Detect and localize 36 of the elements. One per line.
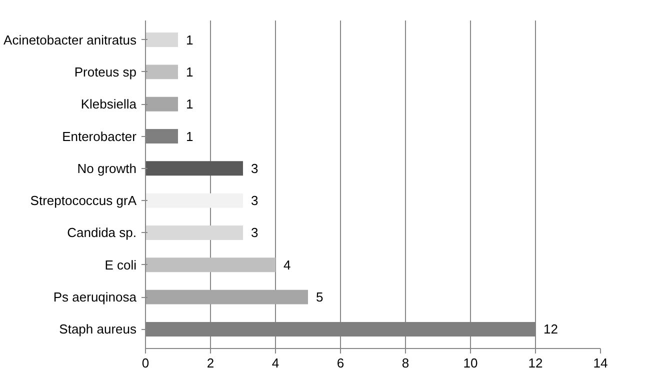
bar (146, 32, 178, 48)
bar (146, 226, 243, 240)
y-tick-label: Proteus sp (74, 64, 137, 80)
data-label: 1 (186, 32, 194, 48)
data-label: 1 (186, 96, 194, 112)
data-label: 4 (284, 257, 291, 272)
data-label: 12 (544, 322, 558, 337)
data-label: 3 (251, 160, 258, 176)
bar (146, 161, 243, 176)
y-tick-label: Klebsiella (80, 96, 138, 112)
x-tick-label: 12 (528, 356, 543, 370)
x-tick-label: 14 (593, 356, 608, 370)
x-tick-label: 0 (142, 356, 150, 370)
x-tick-label: 6 (336, 356, 344, 370)
bar (146, 290, 308, 304)
data-label: 5 (316, 290, 324, 305)
bar (146, 258, 276, 272)
data-label: 1 (186, 128, 194, 144)
y-tick-label: E coli (104, 257, 137, 272)
y-tick-label: Staph aureus (59, 322, 137, 337)
y-tick-label: Acinetobacter anitratus (4, 32, 137, 48)
x-tick-label: 10 (463, 356, 478, 370)
x-tick-label: 4 (272, 356, 280, 370)
y-tick-label: No growth (77, 160, 136, 176)
data-label: 3 (251, 225, 258, 240)
y-tick-label: Ps aeruqinosa (53, 290, 138, 305)
y-tick-label: Candida sp. (67, 225, 137, 240)
data-label: 3 (251, 193, 258, 208)
bar (146, 193, 243, 208)
y-tick-label: Streptococcus grA (30, 193, 137, 208)
data-label: 1 (186, 64, 194, 80)
y-tick-label: Enterobacter (62, 128, 138, 144)
x-tick-label: 8 (402, 356, 410, 370)
bar (146, 64, 178, 80)
bar (146, 96, 178, 112)
x-tick-label: 2 (206, 356, 214, 370)
